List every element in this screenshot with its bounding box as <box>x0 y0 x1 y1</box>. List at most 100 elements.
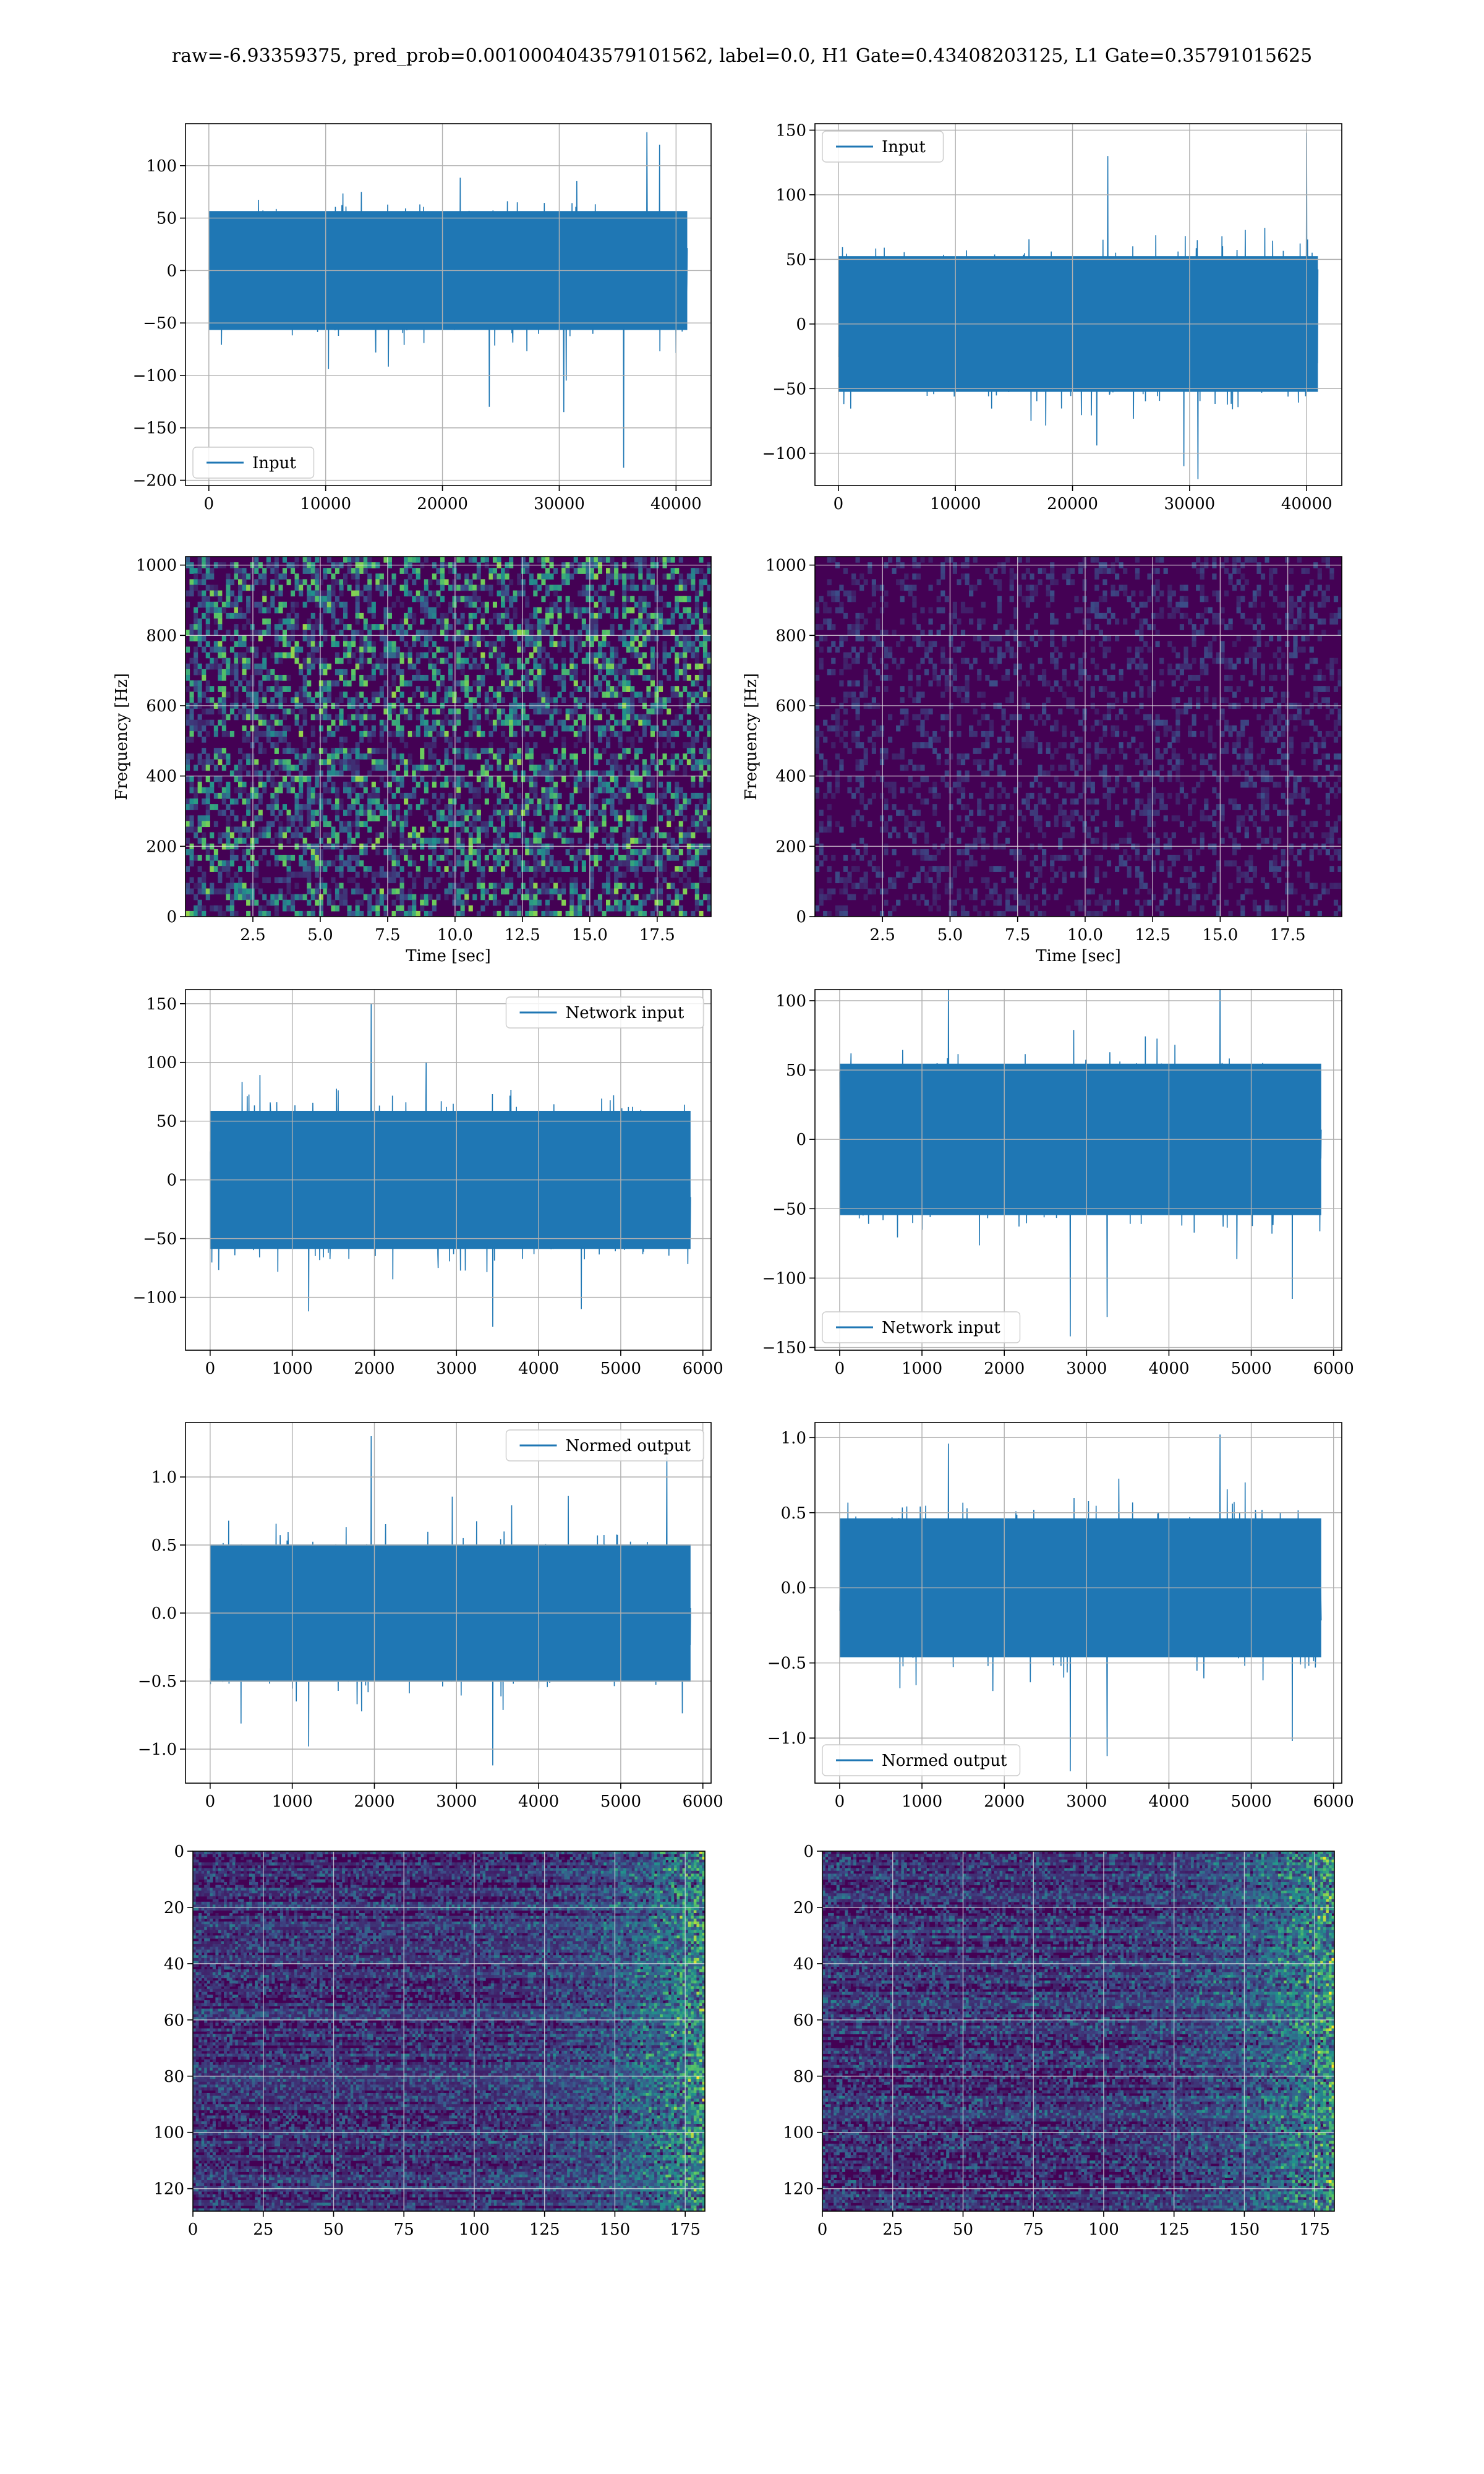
h1-net-xtick-label: 3000 <box>436 1359 477 1378</box>
l1-net-ytick-label: 0 <box>796 1131 806 1149</box>
h1-feat-xtick-label: 150 <box>600 2220 631 2239</box>
l1-norm-frame <box>814 1422 1342 1784</box>
h1-input-xtick-label: 0 <box>204 495 215 513</box>
h1-spec-ytick-label: 1000 <box>136 557 177 575</box>
l1-net-legend: Network input <box>822 1311 1021 1343</box>
l1-spec-chart: 2.5 5.0 7.5 10.0 12.5 15.0 17.5 0 200 400 600 800 10… <box>742 556 1342 965</box>
h1-feat-ytick-label: 100 <box>153 2124 184 2142</box>
l1-net-xtick-label: 4000 <box>1148 1359 1189 1378</box>
h1-net-plot-area <box>186 990 711 1350</box>
h1-norm-xtick-label: 6000 <box>683 1792 723 1811</box>
h1-spec-xtick-label: 10.0 <box>437 926 473 944</box>
h1-input-ytick-label: 50 <box>156 210 177 228</box>
h1-net-chart: 0 1000 2000 3000 4000 5000 6000 −100 −50 0 50 100 15… <box>133 989 723 1378</box>
l1-spec-xtick-label: 2.5 <box>870 926 895 944</box>
h1-input-ytick-label: −200 <box>133 472 177 490</box>
l1-feat-xtick-label: 175 <box>1299 2220 1330 2239</box>
l1-net-ytick-label: −100 <box>762 1269 806 1288</box>
l1-input-xtick-label: 0 <box>834 495 844 513</box>
l1-spec-ytick-label: 400 <box>775 768 806 786</box>
l1-input-legend: Input <box>822 131 944 163</box>
l1-spec-xtick-label: 7.5 <box>1005 926 1030 944</box>
h1-input-ytick-label: 0 <box>166 262 177 280</box>
h1-spec-xtick-label: 15.0 <box>572 926 608 944</box>
h1-input-ytick-label: −100 <box>133 367 177 385</box>
l1-net-frame <box>814 989 1342 1351</box>
h1-input-legend: Input <box>192 447 315 479</box>
h1-norm-ytick-label: −1.0 <box>138 1740 177 1759</box>
h1-spec-xtick-label: 17.5 <box>639 926 675 944</box>
l1-norm-ytick-label: 0.0 <box>781 1579 806 1598</box>
h1-input-ytick-label: −50 <box>143 314 177 333</box>
l1-spec-ytick-label: 600 <box>775 697 806 716</box>
l1-norm-xtick-label: 0 <box>835 1792 845 1811</box>
l1-feat-plot-area <box>822 1851 1334 2211</box>
l1-norm-xtick-label: 3000 <box>1066 1792 1107 1811</box>
h1-feat-plot-area <box>193 1851 705 2211</box>
l1-net-plot-area <box>815 990 1342 1350</box>
l1-norm-plot-area <box>815 1423 1342 1783</box>
h1-feat-ytick-label: 120 <box>153 2180 184 2199</box>
l1-net-xtick-label: 0 <box>835 1359 845 1378</box>
l1-spec-ytick-label: 1000 <box>765 557 806 575</box>
h1-net-legend-label: Network input <box>566 1004 684 1022</box>
l1-feat-xtick-label: 100 <box>1088 2220 1119 2239</box>
h1-input-legend-label: Input <box>252 454 296 473</box>
l1-spec-xtick-label: 12.5 <box>1135 926 1171 944</box>
h1-feat-xtick-label: 175 <box>670 2220 701 2239</box>
l1-norm-xtick-label: 4000 <box>1148 1792 1189 1811</box>
h1-feat-xtick-label: 125 <box>529 2220 560 2239</box>
h1-net-frame <box>185 989 712 1351</box>
h1-spec-xtick-label: 7.5 <box>375 926 400 944</box>
l1-feat-ytick-label: 100 <box>783 2124 814 2142</box>
l1-input-ytick-label: 50 <box>786 250 806 269</box>
h1-net-ytick-label: 100 <box>146 1054 177 1072</box>
h1-feat-ytick-label: 80 <box>164 2068 184 2086</box>
h1-spec-ylabel: Frequency [Hz] <box>113 673 131 800</box>
h1-spec-ytick-label: 400 <box>146 768 177 786</box>
l1-feat-frame <box>822 1851 1335 2212</box>
l1-spec-xtick-label: 15.0 <box>1202 926 1238 944</box>
l1-norm-legend-label: Normed output <box>882 1752 1007 1770</box>
h1-net-ytick-label: −50 <box>143 1230 177 1249</box>
l1-net-xtick-label: 3000 <box>1066 1359 1107 1378</box>
h1-spec-ytick-label: 200 <box>146 837 177 856</box>
h1-net-xtick-label: 6000 <box>683 1359 723 1378</box>
l1-input-frame <box>814 123 1342 486</box>
h1-net-ytick-label: −100 <box>133 1289 177 1308</box>
h1-norm-ytick-label: 1.0 <box>151 1468 177 1487</box>
l1-net-xtick-label: 5000 <box>1230 1359 1271 1378</box>
l1-input-xtick-label: 40000 <box>1281 495 1333 513</box>
l1-input-ytick-label: 150 <box>775 121 806 140</box>
h1-input-ytick-label: 100 <box>146 157 177 176</box>
h1-norm-frame <box>185 1422 712 1784</box>
h1-norm-xtick-label: 2000 <box>354 1792 394 1811</box>
h1-net-xtick-label: 2000 <box>354 1359 394 1378</box>
l1-input-ytick-label: 100 <box>775 186 806 205</box>
l1-input-ytick-label: −100 <box>762 445 806 463</box>
l1-feat-chart: 0 25 50 75 100 125 150 175 0 20 40 60 80 100 120 <box>783 1843 1335 2239</box>
h1-feat-xtick-label: 100 <box>459 2220 490 2239</box>
h1-net-xtick-label: 5000 <box>600 1359 641 1378</box>
l1-feat-ytick-label: 80 <box>793 2068 814 2086</box>
h1-net-xtick-label: 1000 <box>272 1359 313 1378</box>
h1-feat-ytick-label: 40 <box>164 1955 184 1974</box>
l1-input-chart: 0 10000 20000 30000 40000 −100 −50 0 50 100 150 Inp… <box>762 121 1342 513</box>
l1-feat-ytick-label: 40 <box>793 1955 814 1974</box>
h1-input-xtick-label: 20000 <box>417 495 468 513</box>
h1-spec-frame <box>185 556 712 917</box>
h1-spec-xtick-label: 2.5 <box>240 926 265 944</box>
h1-net-ytick-label: 150 <box>146 995 177 1014</box>
h1-spec-xlabel: Time [sec] <box>406 947 491 965</box>
l1-feat-xtick-label: 125 <box>1159 2220 1190 2239</box>
l1-input-xtick-label: 20000 <box>1047 495 1098 513</box>
l1-spec-ylabel: Frequency [Hz] <box>742 673 761 800</box>
l1-feat-ytick-label: 120 <box>783 2180 814 2199</box>
l1-input-ytick-label: −50 <box>772 380 806 398</box>
h1-feat-ytick-label: 0 <box>174 1843 184 1861</box>
h1-spec-xtick-label: 5.0 <box>307 926 333 944</box>
l1-feat-ytick-label: 20 <box>793 1899 814 1917</box>
l1-net-xtick-label: 1000 <box>902 1359 942 1378</box>
h1-spec-chart: 2.5 5.0 7.5 10.0 12.5 15.0 17.5 0 200 400 600 800 10… <box>113 556 712 965</box>
l1-spec-xlabel: Time [sec] <box>1036 947 1121 965</box>
